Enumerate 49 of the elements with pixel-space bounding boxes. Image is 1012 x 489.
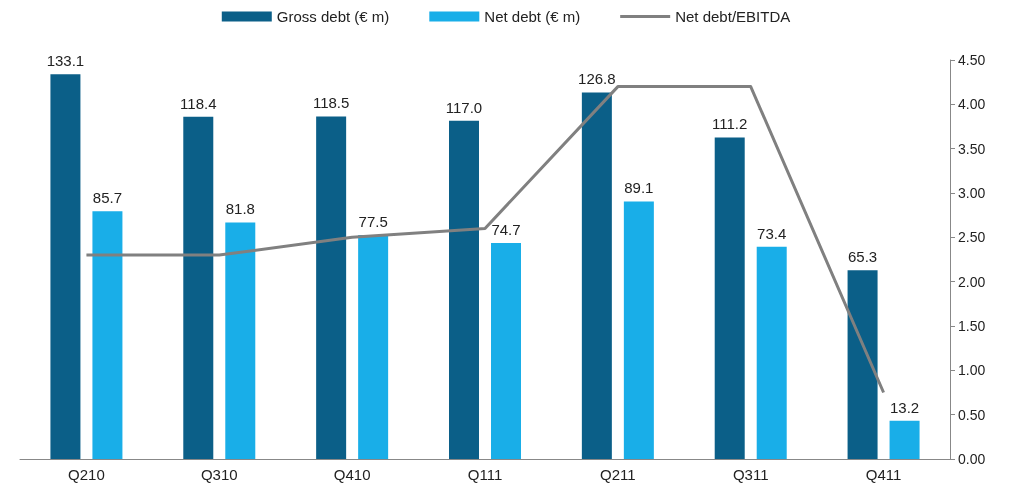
legend-label: Gross debt (€ m) — [276, 8, 390, 25]
data-label: 74.7 — [491, 221, 521, 239]
data-label: 118.5 — [312, 94, 350, 112]
bar — [316, 116, 347, 459]
y2-tick-label: 3.50 — [958, 140, 986, 157]
bar — [358, 234, 389, 459]
bar — [847, 270, 878, 459]
data-label: 111.2 — [712, 115, 748, 133]
x-tick-label: Q311 — [732, 466, 769, 483]
data-label: 73.4 — [757, 224, 787, 242]
y2-tick-label: 4.50 — [958, 52, 986, 68]
data-label: 118.4 — [180, 94, 217, 112]
bar — [50, 74, 81, 459]
x-tick-label: Q211 — [600, 466, 636, 483]
data-label: 65.3 — [847, 248, 878, 266]
bar — [449, 120, 479, 459]
bar — [756, 246, 787, 459]
y2-tick-label: 2.00 — [958, 273, 986, 290]
y2-tick-label: 0.00 — [958, 451, 986, 467]
legend-label: Net debt/EBITDA — [675, 8, 791, 25]
bar — [581, 92, 612, 459]
legend-label: Net debt (€ m) — [484, 8, 581, 25]
line-series — [84, 85, 886, 394]
data-label: 85.7 — [92, 189, 123, 207]
data-label: 133.1 — [46, 52, 85, 70]
y2-tick-label: 4.00 — [958, 96, 986, 113]
data-label: 117.0 — [445, 98, 483, 116]
bar — [183, 116, 214, 459]
data-label: 89.1 — [624, 179, 654, 197]
data-label: 126.8 — [578, 70, 616, 88]
x-tick-label: Q410 — [333, 466, 371, 483]
x-tick-label: Q310 — [200, 466, 238, 483]
bar — [714, 137, 745, 459]
bar — [92, 211, 123, 459]
y2-tick-label: 0.50 — [958, 406, 986, 423]
bar — [889, 420, 920, 459]
x-tick-label: Q411 — [865, 466, 902, 483]
bar — [225, 222, 256, 459]
y2-tick-label: 1.00 — [958, 362, 986, 379]
data-label: 81.8 — [225, 200, 255, 218]
bar — [623, 201, 654, 459]
bar — [491, 243, 521, 459]
x-tick-label: Q111 — [467, 466, 503, 483]
y2-tick-label: 1.50 — [958, 318, 986, 334]
data-label: 13.2 — [889, 398, 920, 416]
x-tick-label: Q210 — [68, 466, 105, 483]
data-label: 77.5 — [358, 212, 388, 230]
y2-tick-label: 2.50 — [958, 229, 986, 246]
y2-tick-label: 3.00 — [958, 185, 986, 201]
